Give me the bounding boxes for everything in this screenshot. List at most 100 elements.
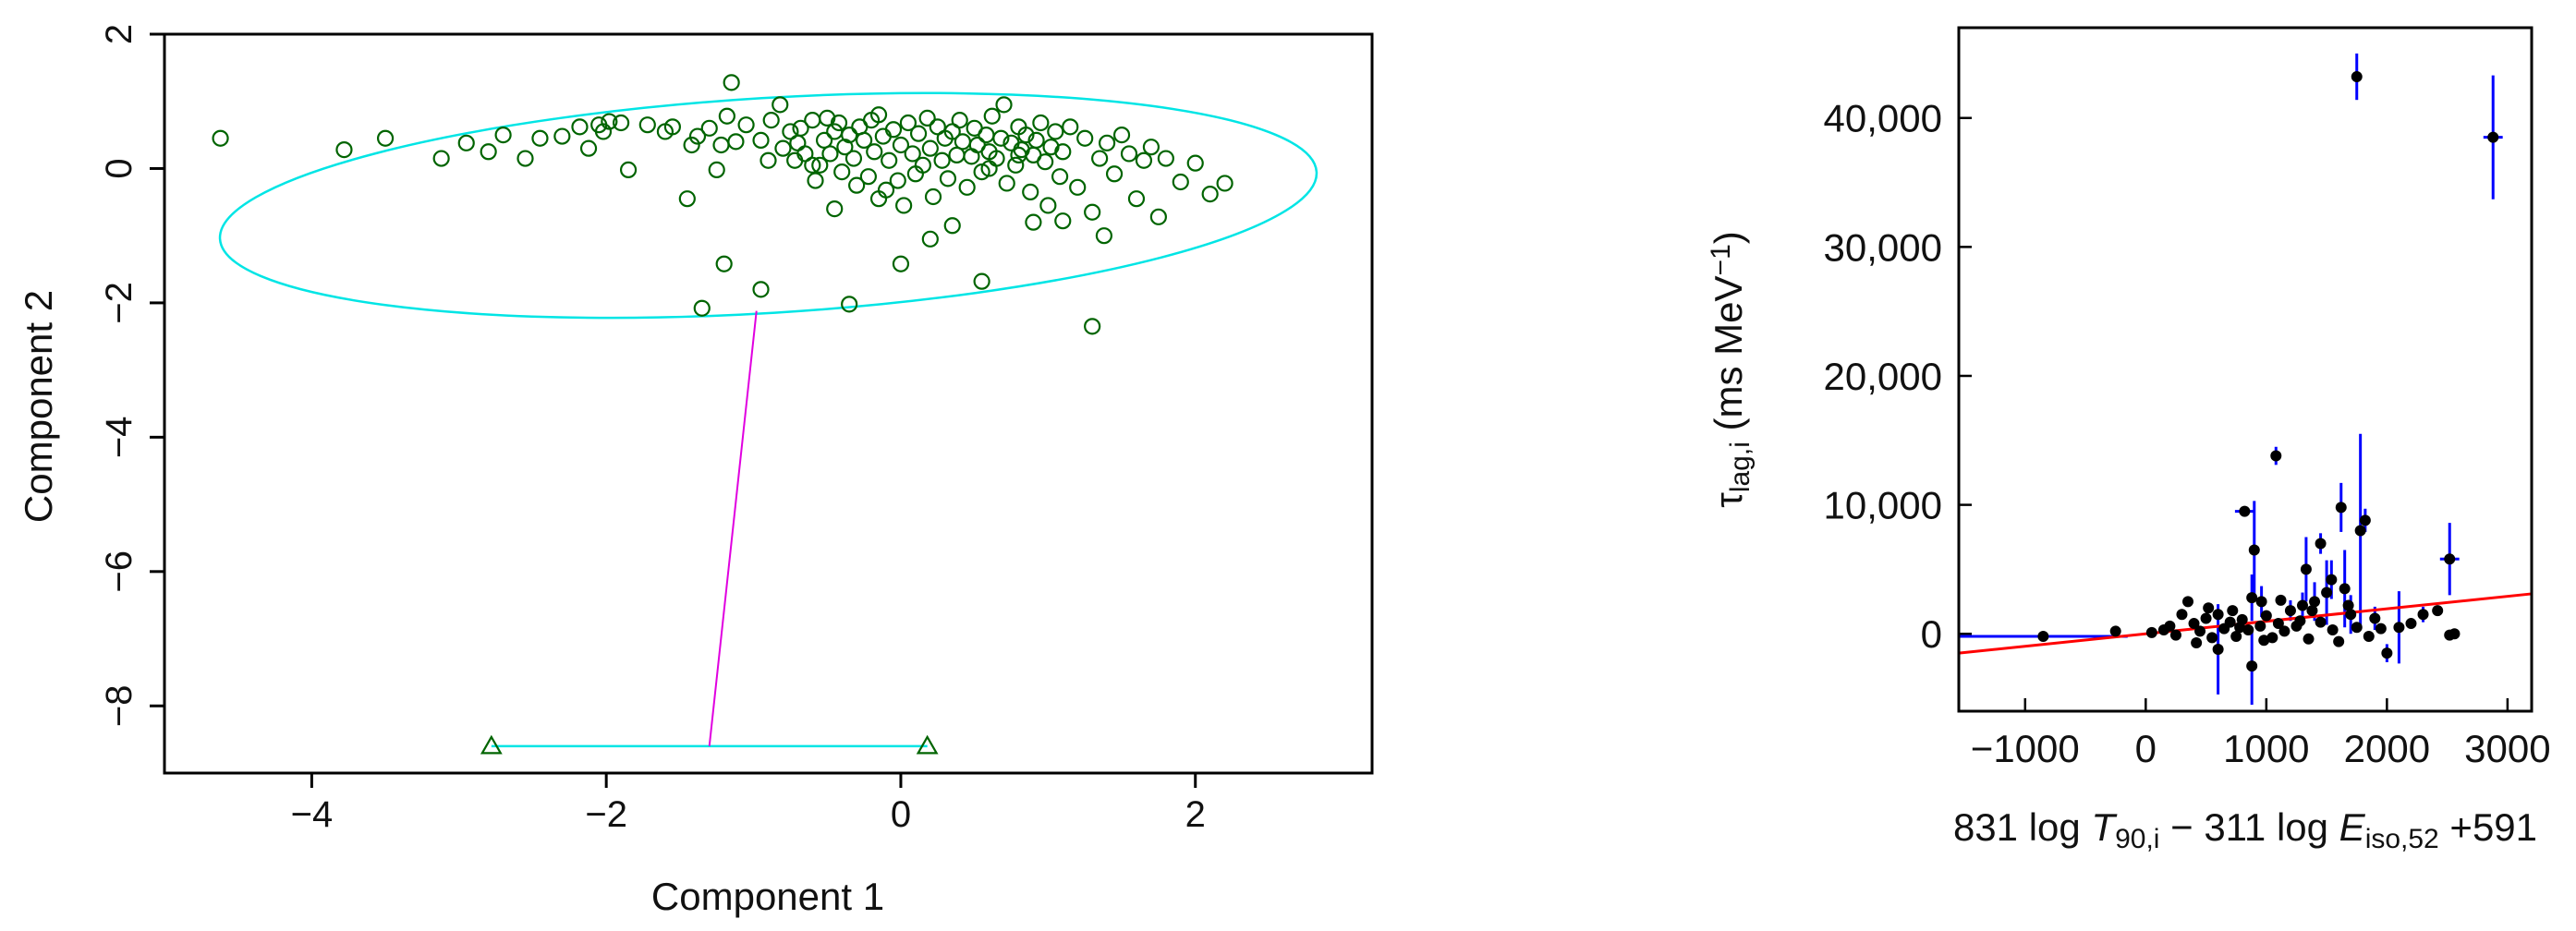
data-point xyxy=(2272,618,2284,630)
data-point xyxy=(826,123,844,140)
data-point xyxy=(921,139,939,157)
data-point xyxy=(914,156,931,174)
y-tick-label: −4 xyxy=(99,417,140,459)
data-point xyxy=(432,150,450,167)
data-point xyxy=(774,139,792,157)
data-point xyxy=(1201,185,1219,203)
data-point xyxy=(811,156,829,174)
data-point xyxy=(2194,625,2206,637)
data-point xyxy=(601,113,618,130)
data-point xyxy=(2258,635,2270,647)
data-point xyxy=(2354,525,2366,537)
data-point xyxy=(2448,628,2461,640)
data-point xyxy=(772,96,789,114)
data-point xyxy=(1172,173,1189,191)
data-point xyxy=(2359,514,2371,526)
x-tick-label: −2 xyxy=(585,794,627,835)
data-point xyxy=(579,139,598,157)
data-point xyxy=(786,151,804,169)
data-point xyxy=(933,151,951,169)
axis-label-part: − 311 log xyxy=(2159,805,2339,849)
data-point xyxy=(2246,660,2258,672)
lag-plot-frame xyxy=(1957,26,2533,713)
axis-label-part: +591 xyxy=(2439,805,2537,849)
data-point xyxy=(978,126,995,144)
data-point xyxy=(494,126,512,144)
data-point xyxy=(1149,208,1167,225)
x-tick-label: 1000 xyxy=(2223,727,2309,770)
data-point xyxy=(683,136,700,154)
data-point xyxy=(924,187,942,206)
data-point xyxy=(1047,123,1064,140)
triangle-point xyxy=(480,734,503,755)
data-point xyxy=(2191,637,2203,648)
data-point xyxy=(2182,596,2193,608)
data-point xyxy=(2315,616,2327,628)
data-point xyxy=(678,190,696,208)
data-point xyxy=(895,197,913,214)
data-point xyxy=(2333,635,2345,647)
data-point xyxy=(1142,139,1160,156)
data-point xyxy=(2284,605,2296,617)
data-point xyxy=(904,145,921,163)
data-point xyxy=(1054,212,1072,230)
x-tick-label: 0 xyxy=(2135,727,2157,770)
data-point xyxy=(2278,625,2290,637)
lag-x-axis-label: 831 log T90,i − 311 log Eiso,52 +591 xyxy=(1953,805,2537,854)
data-point xyxy=(1105,165,1124,183)
axis-label-part: E xyxy=(2339,805,2366,849)
data-point xyxy=(859,168,877,186)
lag-marks xyxy=(1958,53,2533,706)
data-point xyxy=(571,118,589,136)
data-point xyxy=(889,172,906,189)
data-point xyxy=(1032,114,1050,132)
data-point xyxy=(833,163,851,181)
data-point xyxy=(2375,623,2387,635)
x-tick-label: 3000 xyxy=(2464,727,2550,770)
data-point xyxy=(951,111,968,129)
data-point xyxy=(737,116,755,134)
data-point xyxy=(1062,118,1079,136)
data-point xyxy=(826,200,844,218)
axis-label-part: iso,52 xyxy=(2365,824,2439,854)
data-point xyxy=(2363,631,2375,643)
y-tick-label: 0 xyxy=(1921,612,1942,656)
data-point xyxy=(723,74,740,91)
data-point xyxy=(899,114,917,132)
data-point xyxy=(909,125,928,142)
data-point xyxy=(963,148,980,165)
data-point xyxy=(531,129,549,147)
data-point xyxy=(638,116,656,134)
axis-label-part: 90,i xyxy=(2115,824,2159,854)
data-point xyxy=(2164,620,2176,632)
axis-label-part: T xyxy=(2091,805,2118,849)
pca-y-axis-label: Component 2 xyxy=(17,290,60,523)
data-point xyxy=(939,170,957,187)
data-point xyxy=(2405,618,2417,630)
data-point xyxy=(841,126,858,144)
data-point xyxy=(2326,574,2338,586)
pca-scatter-chart: −4 −2 0 2 −8 −6 −4 −2 0 2 Component 1 Component 2 xyxy=(17,24,1374,918)
data-point xyxy=(866,143,883,161)
data-point xyxy=(2297,599,2308,611)
x-tick-label: −4 xyxy=(291,794,334,835)
data-point xyxy=(1216,175,1233,192)
data-point xyxy=(884,121,903,139)
data-point xyxy=(2393,622,2405,634)
data-point xyxy=(856,131,873,150)
data-point xyxy=(1069,178,1087,196)
data-point xyxy=(2234,622,2246,634)
data-point xyxy=(2294,615,2306,627)
y-tick-label: 40,000 xyxy=(1824,97,1942,140)
data-point xyxy=(2230,631,2242,643)
data-point xyxy=(1051,168,1069,186)
data-point xyxy=(1010,146,1027,164)
data-point xyxy=(1186,154,1204,172)
data-point xyxy=(869,106,888,124)
data-point xyxy=(1054,143,1072,161)
data-point xyxy=(848,176,866,194)
data-point xyxy=(1091,150,1109,167)
data-point xyxy=(2248,544,2260,556)
data-point xyxy=(804,156,821,174)
data-point xyxy=(1095,227,1113,245)
